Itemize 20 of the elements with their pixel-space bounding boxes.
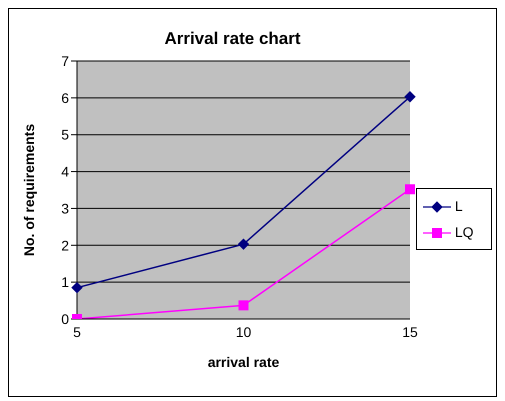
point [238, 238, 249, 250]
point [238, 300, 248, 310]
y-tick-label: 1 [61, 274, 70, 290]
x-tick-label: 15 [402, 324, 418, 340]
x-tick-label: 10 [236, 324, 252, 340]
point [405, 184, 415, 194]
y-tick-label: 5 [61, 126, 70, 143]
y-tick-label: 0 [61, 310, 70, 327]
legend-label: L [454, 197, 464, 216]
y-axis-title: No. of requirements [20, 124, 37, 256]
legend-label: LQ [454, 223, 475, 242]
y-tick-label: 4 [61, 164, 70, 180]
y-tick-label: 7 [61, 52, 70, 69]
y-tick-label: 2 [61, 237, 70, 254]
x-tick-label: 5 [73, 324, 82, 340]
y-tick-label: 6 [61, 90, 70, 106]
x-axis-title: arrival rate [208, 354, 280, 370]
point [404, 91, 416, 102]
chart-title: Arrival rate chart [163, 29, 302, 49]
y-tick-label: 3 [61, 200, 70, 216]
